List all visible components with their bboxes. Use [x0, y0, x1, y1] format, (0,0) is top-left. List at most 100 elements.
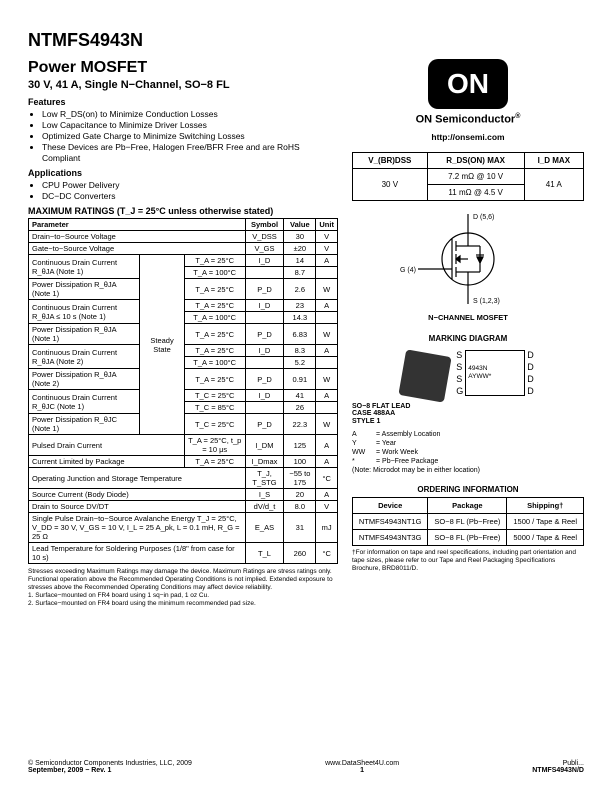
cell: Pulsed Drain Current: [29, 435, 185, 456]
cell: V: [316, 243, 338, 255]
cell: SO−8 FL (Pb−Free): [428, 514, 507, 530]
cell: 30: [284, 231, 316, 243]
cell: 31: [284, 513, 316, 543]
cell: 22.3: [284, 414, 316, 435]
cell: 8.0: [284, 501, 316, 513]
th-value: Value: [284, 219, 316, 231]
cell: 14: [284, 255, 316, 267]
cell: Continuous Drain Current R_θJA ≤ 10 s (N…: [29, 300, 140, 324]
cell: V_GS: [245, 243, 284, 255]
cell: 1500 / Tape & Reel: [507, 514, 584, 530]
cell: A: [316, 435, 338, 456]
cell: T_C = 25°C: [184, 414, 245, 435]
cell: ±20: [284, 243, 316, 255]
cell: [316, 267, 338, 279]
cell: T_A = 100°C: [184, 312, 245, 324]
th-parameter: Parameter: [29, 219, 246, 231]
cell: Power Dissipation R_θJA (Note 2): [29, 369, 140, 390]
cell: Drain to Source DV/DT: [29, 501, 246, 513]
cell: T_A = 100°C: [184, 357, 245, 369]
package-illustration-icon: [399, 349, 452, 402]
cell: Continuous Drain Current R_θJA (Note 1): [29, 255, 140, 279]
cell: 125: [284, 435, 316, 456]
cell: W: [316, 279, 338, 300]
th-idmax: I_D MAX: [524, 152, 583, 168]
cell: W: [316, 369, 338, 390]
cell: [245, 267, 284, 279]
cell: 26: [284, 402, 316, 414]
cell: I_D: [245, 345, 284, 357]
mark-pins-left: SSSG: [456, 350, 463, 396]
cell: 23: [284, 300, 316, 312]
cell: T_A = 25°C: [184, 255, 245, 267]
steady-state-cell: Steady State: [140, 255, 184, 435]
footer-center: www.DataSheet4U.com 1: [325, 760, 399, 774]
svg-text:G (4): G (4): [400, 267, 416, 274]
page-subtitle: 30 V, 41 A, Single N−Channel, SO−8 FL: [28, 79, 338, 91]
cell: T_A = 25°C: [184, 456, 245, 468]
marking-heading: MARKING DIAGRAM: [352, 334, 584, 343]
cell: Gate−to−Source Voltage: [29, 243, 246, 255]
cell: A: [316, 456, 338, 468]
cell: T_A = 25°C: [184, 279, 245, 300]
cell: [245, 357, 284, 369]
cell: T_A = 25°C, t_p = 10 μs: [184, 435, 245, 456]
cell: T_A = 25°C: [184, 345, 245, 357]
page-title: Power MOSFET: [28, 59, 338, 77]
application-item: DC−DC Converters: [42, 191, 338, 202]
cell: Power Dissipation R_θJA (Note 1): [29, 279, 140, 300]
cell: P_D: [245, 369, 284, 390]
cell: 8.7: [284, 267, 316, 279]
cell: mJ: [316, 513, 338, 543]
notes-text: Stresses exceeding Maximum Ratings may d…: [28, 568, 338, 591]
cell: dV/d_t: [245, 501, 284, 513]
package-name-block: SO−8 FLAT LEADCASE 488AASTYLE 1: [352, 403, 584, 426]
cell: I_D: [245, 300, 284, 312]
cell: [316, 357, 338, 369]
cell: P_D: [245, 279, 284, 300]
cell: T_C = 85°C: [184, 402, 245, 414]
mosfet-symbol-icon: D (5,6) G (4) S (1,2,3): [398, 209, 538, 309]
cell: I_Dmax: [245, 456, 284, 468]
cell: T_A = 25°C: [184, 300, 245, 312]
cell: 260: [284, 543, 316, 564]
marking-legend: A= Assembly Location Y= Year WW= Work We…: [352, 430, 584, 475]
cell: Current Limited by Package: [29, 456, 185, 468]
feature-item: Optimized Gate Charge to Minimize Switch…: [42, 131, 338, 142]
footer-right: Publi... NTMFS4943N/D: [532, 760, 584, 774]
note-2: 2. Surface−mounted on FR4 board using th…: [28, 600, 338, 608]
cell: 2.6: [284, 279, 316, 300]
cell: 5.2: [284, 357, 316, 369]
main-columns: Power MOSFET 30 V, 41 A, Single N−Channe…: [28, 59, 584, 607]
cell: Power Dissipation R_θJC (Note 1): [29, 414, 140, 435]
footer-left: © Semiconductor Components Industries, L…: [28, 760, 192, 774]
cell: Drain−to−Source Voltage: [29, 231, 246, 243]
cell: T_L: [245, 543, 284, 564]
right-column: ON ON Semiconductor® http://onsemi.com V…: [352, 59, 584, 607]
cell: 100: [284, 456, 316, 468]
cell: 41 A: [524, 168, 583, 200]
cell: I_D: [245, 255, 284, 267]
cell: [316, 402, 338, 414]
mark-line-1: 4943N: [468, 365, 522, 373]
cell: A: [316, 489, 338, 501]
max-ratings-table: Parameter Symbol Value Unit Drain−to−Sou…: [28, 218, 338, 564]
table-header-row: Parameter Symbol Value Unit: [29, 219, 338, 231]
ordering-heading: ORDERING INFORMATION: [352, 485, 584, 494]
cell: Lead Temperature for Soldering Purposes …: [29, 543, 246, 564]
cell: A: [316, 345, 338, 357]
cell: W: [316, 324, 338, 345]
th-unit: Unit: [316, 219, 338, 231]
cell: [316, 312, 338, 324]
cell: 0.91: [284, 369, 316, 390]
cell: NTMFS4943NT3G: [353, 530, 428, 546]
left-column: Power MOSFET 30 V, 41 A, Single N−Channe…: [28, 59, 338, 607]
cell: 20: [284, 489, 316, 501]
cell: P_D: [245, 414, 284, 435]
cell: 41: [284, 390, 316, 402]
cell: 5000 / Tape & Reel: [507, 530, 584, 546]
marking-box: 4943N AYWW*: [465, 350, 525, 396]
part-number: NTMFS4943N: [28, 30, 584, 51]
cell: I_S: [245, 489, 284, 501]
cell: A: [316, 300, 338, 312]
